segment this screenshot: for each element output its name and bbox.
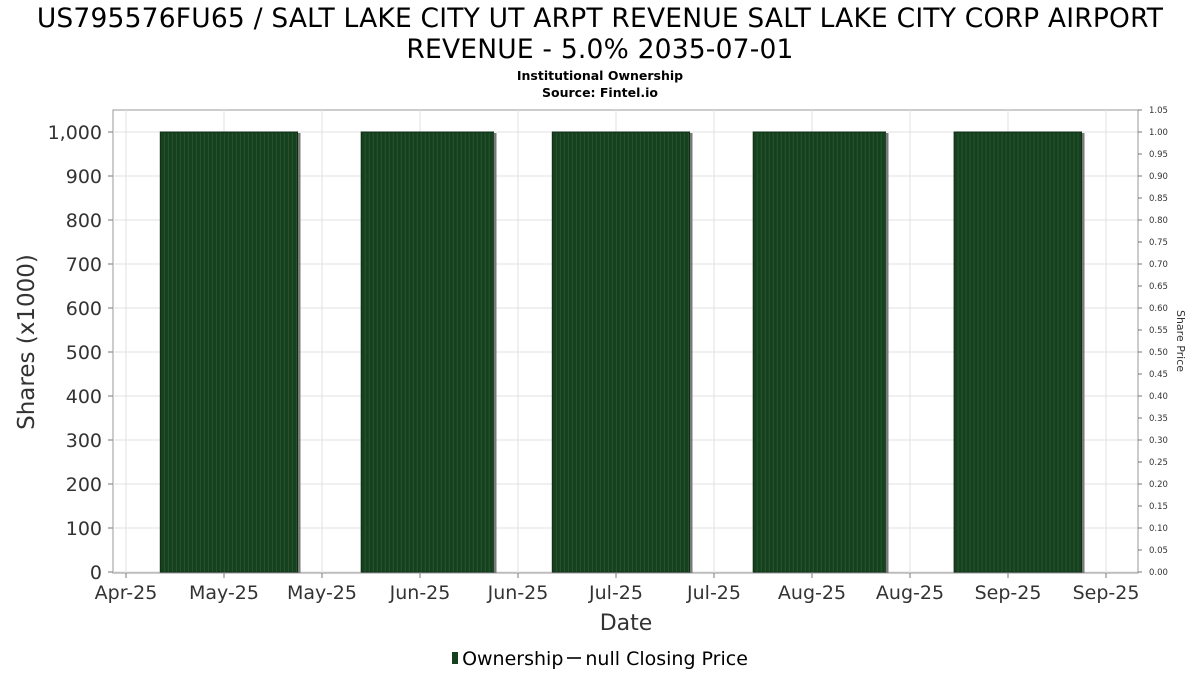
y-tick-label: 400 (66, 386, 102, 408)
x-axis-title: Date (600, 611, 653, 636)
y2-tick-label: 0.50 (1149, 348, 1168, 358)
y-tick-label: 700 (66, 254, 102, 276)
y-tick-label: 0 (90, 562, 102, 584)
ownership-bar (953, 131, 1085, 573)
y2-tick-label: 0.60 (1149, 304, 1168, 314)
y2-tick-label: 0.10 (1149, 524, 1168, 534)
x-tick-label: Apr-25 (95, 582, 158, 604)
chart-title-line-1: US795576FU65 / SALT LAKE CITY UT ARPT RE… (36, 3, 1164, 34)
x-tick-label: Jul-25 (588, 582, 643, 604)
x-tick-label: Aug-25 (876, 582, 944, 604)
chart-subtitle: Institutional Ownership (516, 68, 684, 83)
legend-price-label: null Closing Price (585, 648, 748, 670)
ownership-bar (752, 131, 889, 573)
y2-axis-title: Share Price (1174, 310, 1187, 372)
y2-tick-label: 0.30 (1149, 436, 1168, 446)
y2-tick-label: 0.15 (1149, 502, 1168, 512)
y2-tick-label: 0.35 (1149, 414, 1168, 424)
y2-tick-label: 0.25 (1149, 458, 1168, 468)
y-tick-label: 900 (66, 166, 102, 188)
x-tick-label: May-25 (287, 582, 357, 604)
ownership-bar (360, 131, 497, 573)
ownership-bar (551, 131, 693, 573)
closing-price-legend-line (567, 656, 582, 659)
y-axis-title: Shares (x1000) (14, 254, 40, 430)
y2-tick-label: 1.05 (1149, 106, 1168, 116)
y-tick-label: 800 (66, 210, 102, 232)
x-tick-label: Jun-25 (487, 582, 549, 604)
y-tick-label: 200 (66, 474, 102, 496)
y-tick-label: 1,000 (48, 122, 102, 144)
y-tick-label: 300 (66, 430, 102, 452)
x-tick-label: May-25 (189, 582, 259, 604)
chart-title-line-2: REVENUE - 5.0% 2035-07-01 (406, 34, 794, 65)
y2-tick-label: 0.40 (1149, 392, 1168, 402)
x-tick-label: Jul-25 (686, 582, 741, 604)
y-tick-label: 500 (66, 342, 102, 364)
y2-tick-label: 0.45 (1149, 370, 1168, 380)
chart-legend: Ownership null Closing Price (0, 648, 1200, 670)
ownership-legend-swatch (452, 651, 459, 664)
y2-tick-label: 0.00 (1149, 568, 1168, 578)
y2-tick-label: 0.85 (1149, 194, 1168, 204)
y2-tick-label: 0.65 (1149, 282, 1168, 292)
y2-tick-label: 0.20 (1149, 480, 1168, 490)
x-tick-label: Aug-25 (778, 582, 846, 604)
x-tick-label: Jun-25 (389, 582, 451, 604)
y2-tick-label: 0.95 (1149, 150, 1168, 160)
x-tick-label: Sep-25 (975, 582, 1042, 604)
y2-tick-label: 0.90 (1149, 172, 1168, 182)
y2-tick-label: 0.75 (1149, 238, 1168, 248)
y2-tick-label: 0.05 (1149, 546, 1168, 556)
y2-tick-label: 1.00 (1149, 128, 1168, 138)
legend-ownership-label: Ownership (462, 648, 564, 670)
y2-tick-label: 0.80 (1149, 216, 1168, 226)
ownership-bar (159, 131, 301, 573)
x-tick-label: Sep-25 (1073, 582, 1140, 604)
chart-source: Source: Fintel.io (542, 85, 658, 100)
y2-tick-label: 0.70 (1149, 260, 1168, 270)
y-tick-label: 600 (66, 298, 102, 320)
y-tick-label: 100 (66, 518, 102, 540)
y2-tick-label: 0.55 (1149, 326, 1168, 336)
